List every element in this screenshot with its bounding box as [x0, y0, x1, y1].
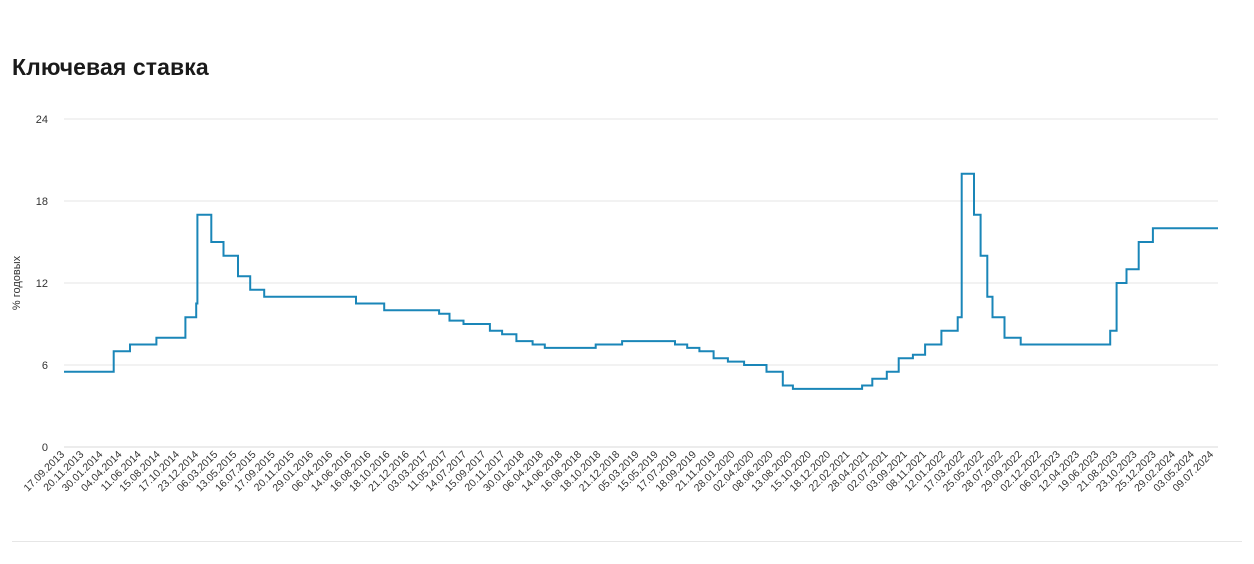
- bottom-divider: [12, 541, 1242, 542]
- page-title: Ключевая ставка: [12, 54, 209, 80]
- x-axis-ticks: 17.09.201320.11.201330.01.201404.04.2014…: [21, 449, 1216, 495]
- y-axis-label: % годовых: [11, 255, 23, 310]
- y-tick-label: 18: [36, 196, 48, 208]
- y-axis-ticks: 0 6 12 18 24: [36, 114, 48, 454]
- grid-lines: [64, 118, 1218, 366]
- key-rate-line: [64, 172, 1218, 390]
- y-tick-label: 12: [36, 278, 48, 290]
- y-tick-label: 0: [42, 442, 48, 454]
- y-tick-label: 6: [42, 360, 48, 372]
- y-tick-label: 24: [36, 114, 48, 126]
